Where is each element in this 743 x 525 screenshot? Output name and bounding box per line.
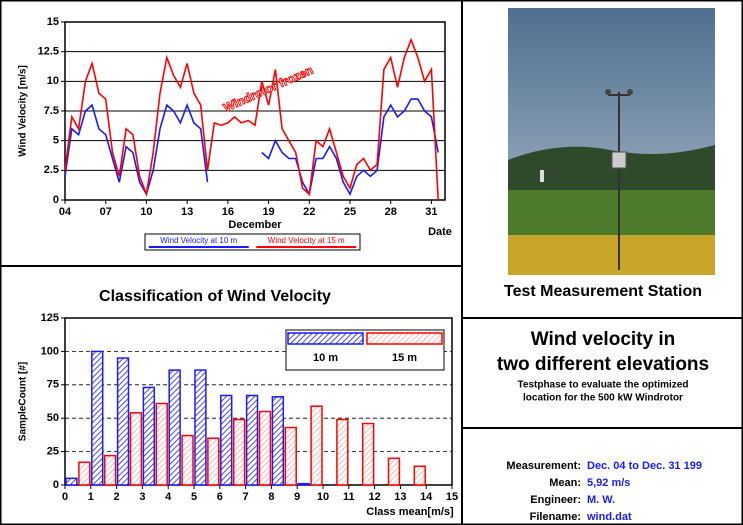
x-tick-label: 6: [217, 491, 223, 503]
x-axis-unit: Date: [428, 226, 452, 238]
bar: [91, 350, 104, 486]
x-tick-label: 28: [385, 206, 397, 218]
x-axis-label: December: [228, 219, 282, 231]
plot-frame: [64, 21, 446, 201]
y-tick-label: 7.5: [44, 105, 59, 117]
bar: [207, 437, 220, 486]
x-tick-label: 07: [100, 206, 112, 218]
y-tick-label: 50: [47, 412, 59, 424]
bar: [271, 396, 285, 486]
x-tick-label: 04: [59, 206, 72, 218]
bar: [181, 434, 194, 486]
info-value: Dec. 04 to Dec. 31 199: [587, 460, 702, 472]
bar: [336, 418, 349, 486]
bar: [78, 461, 91, 486]
bar: [232, 418, 246, 486]
photo: [508, 8, 715, 275]
bar: [103, 454, 117, 486]
bar: [310, 405, 323, 486]
legend-label: Wind Velocity at 10 m: [160, 236, 237, 245]
y-tick-label: 12.5: [38, 46, 59, 58]
info-label: Filename:: [530, 511, 581, 523]
y-tick-label: 2.5: [44, 164, 59, 176]
info-value: M. W.: [587, 494, 615, 506]
plot-frame: [64, 317, 453, 486]
legend-label: Wind Velocity at 15 m: [268, 236, 345, 245]
description-title: Wind velocity in: [531, 329, 675, 350]
info-value: wind.dat: [586, 511, 632, 523]
x-tick-label: 9: [294, 491, 300, 503]
bar: [245, 394, 259, 486]
y-tick-label: 125: [41, 312, 59, 324]
x-tick-label: 2: [114, 491, 120, 503]
x-tick-label: 22: [303, 206, 315, 218]
bar: [155, 402, 168, 486]
bar: [142, 386, 156, 486]
x-tick-label: 3: [139, 491, 145, 503]
series-line: [64, 37, 439, 201]
chart-title: Classification of Wind Velocity: [99, 288, 331, 305]
bar: [168, 369, 181, 486]
x-tick-label: 8: [268, 491, 274, 503]
annotation: Windrotor frozen: [221, 63, 315, 115]
x-tick-label: 7: [243, 491, 249, 503]
description-text: Testphase to evaluate the optimized: [518, 380, 689, 391]
y-tick-label: 0: [53, 479, 59, 491]
bar: [387, 457, 401, 486]
x-tick-label: 25: [344, 206, 356, 218]
legend-label: 15 m: [392, 352, 417, 364]
x-tick-label: 15: [446, 491, 458, 503]
x-tick-label: 13: [181, 206, 193, 218]
x-tick-label: 14: [420, 491, 433, 503]
x-tick-label: 31: [425, 206, 437, 218]
y-tick-label: 25: [47, 446, 59, 458]
bar: [194, 369, 207, 486]
description-text: location for the 500 kW Windrotor: [523, 393, 683, 404]
info-label: Measurement:: [506, 460, 581, 472]
series-line: [64, 98, 439, 197]
info-value: 5,92 m/s: [587, 477, 630, 489]
legend-label: 10 m: [313, 352, 338, 364]
x-tick-label: 11: [343, 491, 355, 503]
bar: [361, 422, 375, 486]
bar: [116, 357, 130, 486]
x-tick-label: 5: [191, 491, 197, 503]
x-tick-label: 10: [140, 206, 152, 218]
bar: [129, 412, 143, 486]
y-tick-label: 75: [47, 379, 59, 391]
x-tick-label: 4: [165, 491, 172, 503]
info-label: Engineer:: [530, 494, 581, 506]
bar: [413, 465, 426, 486]
x-tick-label: 19: [262, 206, 274, 218]
description-title: two different elevations: [497, 354, 709, 375]
bar: [284, 426, 297, 486]
info-label: Mean:: [549, 477, 581, 489]
x-tick-label: 1: [88, 491, 94, 503]
x-tick-label: 13: [394, 491, 406, 503]
bar: [258, 410, 272, 486]
bar: [65, 477, 78, 486]
legend-swatch: [287, 332, 364, 345]
x-tick-label: 10: [317, 491, 329, 503]
y-tick-label: 15: [47, 16, 59, 28]
bar: [297, 482, 310, 486]
y-tick-label: 5: [53, 135, 59, 147]
y-tick-label: 10: [47, 75, 59, 87]
x-axis-label: Class mean[m/s]: [366, 506, 454, 518]
legend-swatch: [366, 332, 443, 345]
photo-caption: Test Measurement Station: [504, 283, 702, 300]
x-tick-label: 0: [62, 491, 68, 503]
y-axis-label: Wind Velocity [m/s]: [18, 65, 29, 157]
x-tick-label: 12: [368, 491, 380, 503]
bar: [220, 394, 233, 486]
y-tick-label: 0: [53, 194, 59, 206]
y-tick-label: 100: [41, 345, 59, 357]
y-axis-label: SampleCount [#]: [18, 362, 29, 441]
x-tick-label: 16: [222, 206, 234, 218]
